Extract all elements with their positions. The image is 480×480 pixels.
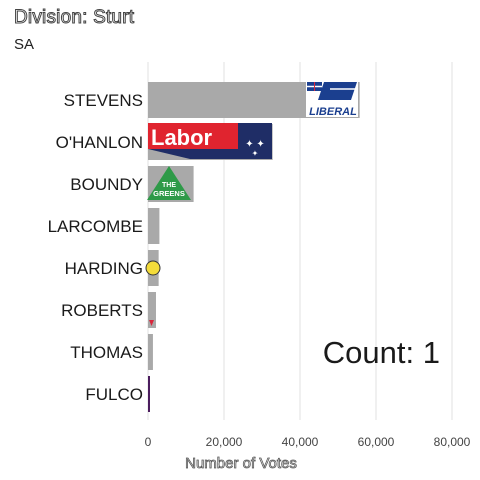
count-label: Count: 1 bbox=[323, 335, 440, 370]
category-label-harding: HARDING bbox=[65, 259, 143, 278]
labor-logo-red-panel bbox=[148, 123, 238, 149]
harding-party-badge-icon bbox=[145, 260, 161, 276]
labor-logo-underline bbox=[148, 149, 238, 159]
x-tick-label-1: 20,000 bbox=[206, 435, 243, 449]
bar-roberts bbox=[148, 292, 156, 328]
labor-logo-text: Labor bbox=[151, 125, 213, 150]
liberal-logo-text: LIBERAL bbox=[309, 106, 357, 118]
category-label-roberts: ROBERTS bbox=[61, 301, 143, 320]
x-tick-label-3: 60,000 bbox=[358, 435, 395, 449]
x-tick-label-2: 40,000 bbox=[282, 435, 319, 449]
category-label-fulco: FULCO bbox=[85, 385, 143, 404]
liberal-swoosh-icon bbox=[318, 82, 357, 100]
chart-subtitle: SA bbox=[14, 36, 35, 53]
bar-thomas bbox=[148, 334, 153, 370]
party-logos: LIBERAL Labor ✦ ✦ ✦ THE GREENS bbox=[145, 80, 358, 326]
category-label-boundy: BOUNDY bbox=[70, 175, 143, 194]
category-label-larcombe: LARCOMBE bbox=[48, 217, 143, 236]
category-label-stevens: STEVENS bbox=[64, 91, 143, 110]
southern-cross-lower-icon: ✦ bbox=[252, 149, 259, 158]
labor-party-logo: Labor ✦ ✦ ✦ bbox=[148, 123, 272, 159]
roberts-party-mark-icon bbox=[149, 320, 154, 326]
category-label-o-hanlon: O'HANLON bbox=[56, 133, 143, 152]
bar-larcombe bbox=[148, 208, 160, 244]
greens-party-logo: THE GREENS bbox=[147, 166, 191, 200]
greens-triangle-icon bbox=[147, 166, 191, 200]
category-labels: STEVENS O'HANLON BOUNDY LARCOMBE HARDING ROBE… bbox=[48, 91, 143, 404]
x-tick-label-4: 80,000 bbox=[434, 435, 471, 449]
liberal-party-logo: LIBERAL bbox=[306, 80, 358, 118]
labor-logo-navy-panel bbox=[238, 123, 272, 159]
chart-title: Division: Sturt bbox=[13, 7, 135, 29]
greens-logo-text-line1: THE bbox=[162, 182, 176, 189]
southern-cross-icon: ✦ ✦ bbox=[245, 139, 265, 150]
x-axis-title: Number of Votes bbox=[185, 455, 297, 472]
category-label-thomas: THOMAS bbox=[70, 343, 143, 362]
x-tick-label-0: 0 bbox=[145, 435, 152, 449]
bar-fulco bbox=[148, 376, 150, 412]
greens-logo-text-line2: GREENS bbox=[153, 189, 185, 198]
x-axis-ticks: 0 20,000 40,000 60,000 80,000 bbox=[145, 435, 471, 449]
